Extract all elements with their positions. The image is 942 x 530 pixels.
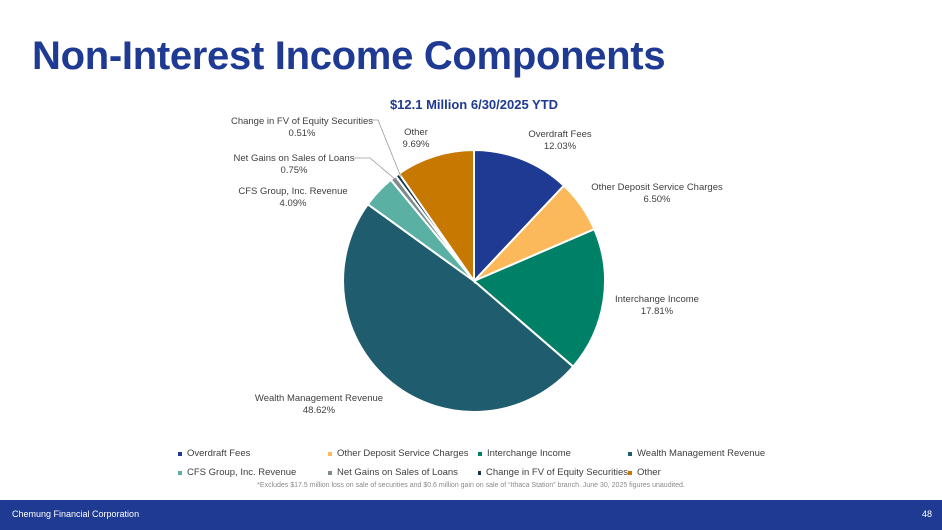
legend-swatch <box>178 470 182 475</box>
page-title: Non-Interest Income Components <box>32 34 666 78</box>
pie-slice-wealth-management-revenue <box>342 202 575 413</box>
legend-swatch <box>478 451 482 456</box>
slice-labels: Overdraft Fees 12.03% Other Deposit Servic… <box>231 116 723 416</box>
legend-item: Change in FV of Equity Securities <box>478 467 628 478</box>
legend-label: Wealth Management Revenue <box>637 448 766 459</box>
legend-item: Overdraft Fees <box>178 448 328 459</box>
pie-slice-overdraft-fees <box>473 148 566 284</box>
legend-swatch <box>628 451 632 456</box>
legend-item: Other Deposit Service Charges <box>328 448 478 459</box>
slice-label: Wealth Management Revenue 48.62% <box>255 393 383 416</box>
footnote: *Excludes $17.5 million loss on sale of … <box>257 482 685 489</box>
page-number: 48 <box>921 509 932 519</box>
legend-swatch <box>328 470 332 475</box>
legend-label: Interchange Income <box>487 448 571 459</box>
legend-label: Change in FV of Equity Securities <box>485 467 628 478</box>
legend-item: CFS Group, Inc. Revenue <box>178 467 328 478</box>
legend-item: Interchange Income <box>478 448 628 459</box>
leader-line <box>354 157 397 181</box>
pie-slice-other <box>397 148 475 285</box>
chart-legend: Overdraft Fees Other Deposit Service Char… <box>178 448 778 478</box>
pie-chart: $12.1 Million 6/30/2025 YTD Overdraft Fe… <box>231 97 723 416</box>
legend-label: Other <box>637 467 661 478</box>
legend-item: Wealth Management Revenue <box>628 448 778 459</box>
legend-swatch <box>628 470 632 475</box>
slice-label: CFS Group, Inc. Revenue 4.09% <box>238 186 347 209</box>
legend-swatch <box>328 451 332 456</box>
leader-line <box>371 119 402 178</box>
legend-swatch <box>178 451 182 456</box>
legend-item: Net Gains on Sales of Loans <box>328 467 478 478</box>
leader-lines <box>354 119 402 181</box>
legend-label: Overdraft Fees <box>187 448 251 459</box>
footer-bar: Chemung Financial Corporation 48 <box>0 500 942 530</box>
pie-slice-interchange-income <box>472 227 606 369</box>
pie-slices <box>342 148 606 413</box>
legend-item: Other <box>628 467 778 478</box>
legend-label: Other Deposit Service Charges <box>337 448 469 459</box>
legend-swatch <box>478 470 481 475</box>
slice-label: Other 9.69% <box>403 127 430 150</box>
legend-label: CFS Group, Inc. Revenue <box>187 467 297 478</box>
slice-label: Change in FV of Equity Securities 0.51% <box>231 116 373 139</box>
slice-label: Overdraft Fees 12.03% <box>528 129 592 152</box>
slice-label: Net Gains on Sales of Loans 0.75% <box>234 153 355 176</box>
slice-label: Other Deposit Service Charges 6.50% <box>591 182 723 205</box>
slice-label: Interchange Income 17.81% <box>615 294 699 317</box>
legend-label: Net Gains on Sales of Loans <box>337 467 458 478</box>
footer-company: Chemung Financial Corporation <box>12 509 140 519</box>
chart-subtitle: $12.1 Million 6/30/2025 YTD <box>390 97 558 112</box>
